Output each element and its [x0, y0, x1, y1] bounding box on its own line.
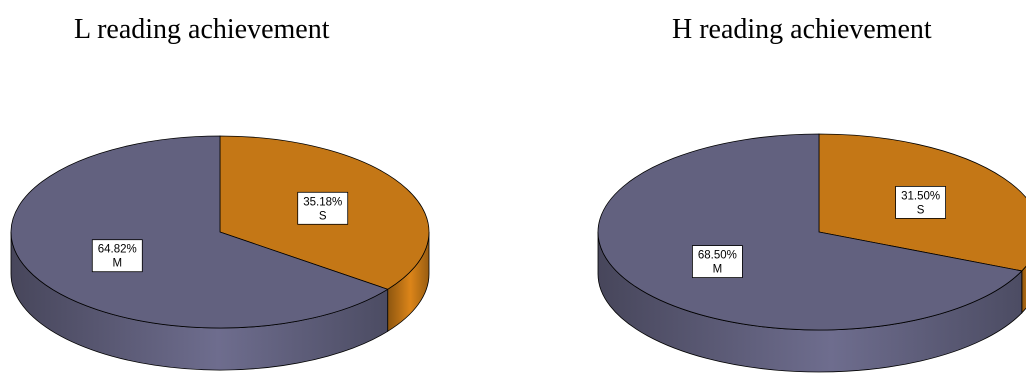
slice-category: M — [713, 264, 723, 276]
chart-title-left: L reading achievement — [74, 14, 330, 45]
slice-percent: 35.18% — [303, 196, 342, 208]
slice-label-s: 31.50% S — [895, 186, 946, 219]
pie-slice-m — [597, 133, 1023, 331]
slice-percent: 64.82% — [98, 244, 137, 256]
slice-label-m: 68.50% M — [692, 245, 743, 278]
slice-category: M — [112, 258, 122, 270]
chart-title-right: H reading achievement — [672, 14, 932, 45]
pie-slice-m — [10, 135, 389, 329]
slice-label-m: 64.82% M — [91, 239, 143, 273]
slice-percent: 31.50% — [901, 190, 940, 202]
slice-percent: 68.50% — [698, 250, 737, 262]
slice-category: S — [319, 210, 327, 222]
slice-label-s: 35.18% S — [297, 191, 349, 225]
slice-category: S — [917, 204, 925, 216]
